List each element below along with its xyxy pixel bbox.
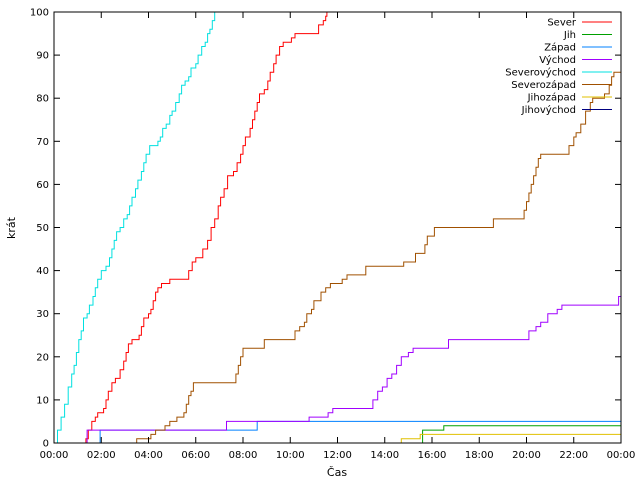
x-tick-label: 08:00 [229, 450, 258, 461]
x-tick-label: 18:00 [465, 450, 494, 461]
series-line-vychod [84, 296, 621, 444]
x-axis-label: Čas [327, 466, 347, 479]
legend-label: Jihozápad [527, 92, 576, 104]
y-tick-label: 60 [36, 180, 49, 191]
y-tick-label: 90 [36, 51, 49, 62]
x-tick-label: 22:00 [559, 450, 588, 461]
y-tick-label: 70 [36, 137, 49, 148]
series-line-severozapad [136, 71, 621, 443]
legend-label: Jih [563, 30, 576, 41]
y-tick-label: 100 [30, 8, 49, 19]
series-line-zapad [99, 420, 621, 443]
x-tick-label: 00:00 [40, 450, 69, 461]
x-tick-label: 14:00 [370, 450, 399, 461]
x-tick-label: 00:00 [607, 450, 636, 461]
legend-label: Sever [547, 18, 577, 29]
series-line-sever [83, 12, 328, 444]
plot-lines [54, 12, 621, 444]
series-line-jihozapad [400, 433, 621, 443]
axis-ticks [53, 11, 622, 444]
y-tick-label: 30 [36, 309, 49, 320]
legend-label: Severozápad [511, 79, 576, 91]
legend-label: Východ [539, 54, 576, 66]
x-tick-label: 04:00 [134, 450, 163, 461]
legend-label: Severovýchod [505, 67, 576, 79]
legend: SeverJihZápadVýchodSeverovýchodSeverozáp… [505, 18, 612, 116]
x-tick-label: 12:00 [323, 450, 352, 461]
x-tick-label: 16:00 [418, 450, 447, 461]
series-line-severovychod [54, 12, 216, 444]
axis-tick-labels: 00:00 02:00 04:00 06:00 08:00 10:00 12:00 14:00… [30, 8, 636, 462]
x-tick-label: 20:00 [512, 450, 541, 461]
y-tick-label: 0 [43, 439, 49, 450]
x-tick-label: 10:00 [276, 450, 305, 461]
y-tick-label: 10 [36, 395, 49, 406]
y-tick-label: 50 [36, 223, 49, 234]
x-tick-label: 06:00 [181, 450, 210, 461]
y-tick-label: 40 [36, 266, 49, 277]
legend-label: Západ [544, 42, 576, 54]
legend-label: Jihovýchod [521, 104, 576, 116]
y-tick-label: 20 [36, 352, 49, 363]
x-tick-label: 02:00 [87, 450, 116, 461]
y-axis-label: krát [5, 216, 18, 239]
y-tick-label: 80 [36, 94, 49, 105]
